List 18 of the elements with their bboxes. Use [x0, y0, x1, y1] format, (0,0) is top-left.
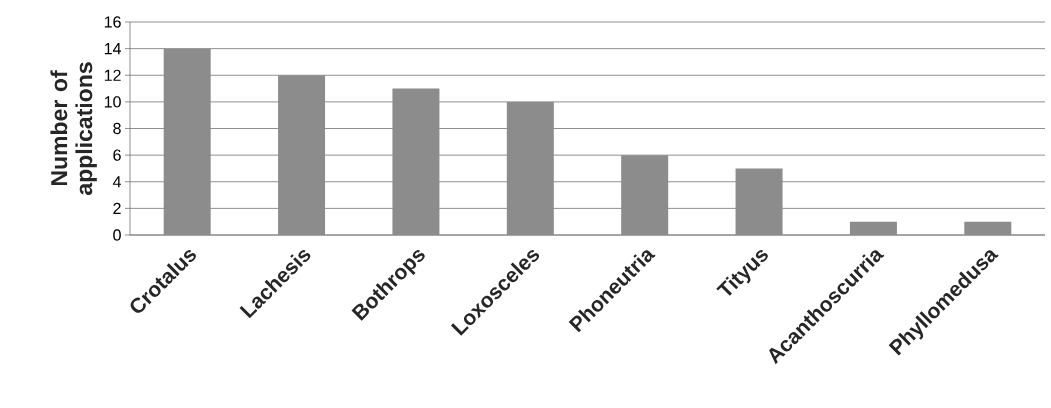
- bar: [278, 75, 326, 235]
- y-tick-label: 16: [104, 16, 121, 28]
- bar: [392, 88, 440, 235]
- bar: [964, 221, 1012, 235]
- y-tick-label: 8: [113, 122, 121, 135]
- bar: [849, 221, 897, 235]
- bar: [735, 168, 783, 235]
- y-tick-label: 4: [112, 176, 122, 188]
- bar: [621, 155, 669, 235]
- y-tick-label: 10: [104, 96, 121, 108]
- bar: [506, 101, 554, 235]
- y-tick-label: 14: [104, 43, 122, 55]
- bar: [163, 48, 211, 235]
- y-tick-label: 2: [113, 202, 121, 214]
- y-tick-label: 0: [113, 229, 121, 241]
- y-tick-label: 12: [104, 69, 121, 81]
- y-tick-label: 6: [113, 149, 121, 161]
- y-axis-title: Number of applications: [50, 62, 97, 195]
